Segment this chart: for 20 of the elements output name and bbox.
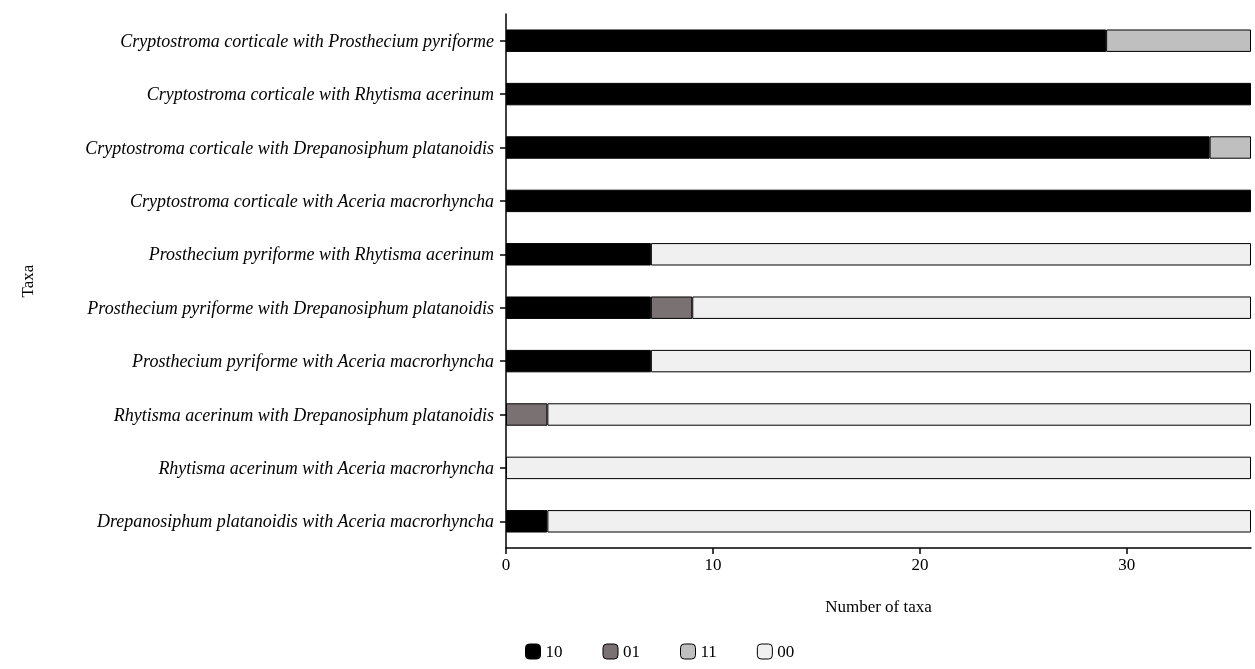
x-axis-title: Number of taxa	[825, 597, 933, 616]
x-tick-label: 30	[1118, 555, 1136, 574]
legend-label: 00	[777, 642, 795, 661]
legend-label: 10	[545, 642, 563, 661]
y-tick-label: Drepanosiphum platanoidis with Aceria macrorhyncha	[96, 511, 494, 532]
y-tick-label: Prosthecium pyriforme with Rhytisma acerinum	[147, 244, 494, 265]
y-tick-label: Cryptostroma corticale with Aceria macrorhyncha	[130, 190, 494, 211]
y-axis-title: Taxa	[18, 264, 37, 298]
y-tick-label: Cryptostroma corticale with Rhytisma acerinum	[146, 84, 494, 105]
x-tick-label: 10	[704, 555, 722, 574]
y-tick-label: Cryptostroma corticale with Prosthecium pyriforme	[120, 30, 494, 51]
y-tick-label: Prosthecium pyriforme with Aceria macrorhyncha	[131, 351, 494, 372]
y-tick-label: Rhytisma acerinum with Drepanosiphum platanoidis	[112, 404, 494, 425]
legend-label: 01	[623, 642, 640, 661]
legend-label: 11	[700, 642, 717, 661]
x-tick-label: 0	[501, 555, 511, 574]
y-tick-label: Prosthecium pyriforme with Drepanosiphum platanoidis	[86, 297, 494, 318]
y-tick-label: Rhytisma acerinum with Aceria macrorhyncha	[157, 457, 494, 478]
y-tick-label: Cryptostroma corticale with Drepanosiphum platanoidis	[85, 137, 494, 158]
x-tick-label: 20	[911, 555, 929, 574]
